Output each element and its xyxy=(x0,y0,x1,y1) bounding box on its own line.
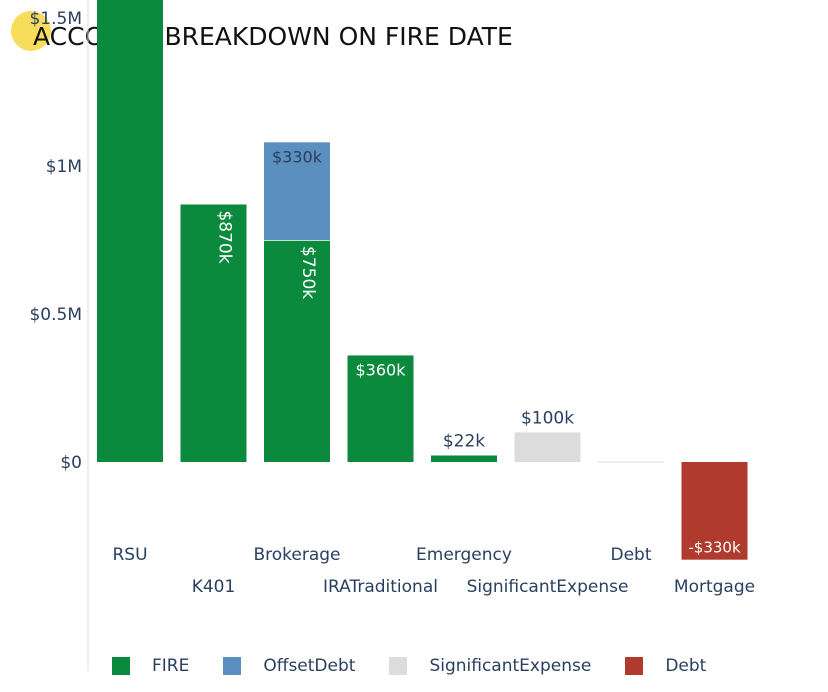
data-label: -$330k xyxy=(688,539,741,557)
y-tick-label: $1M xyxy=(46,157,82,177)
legend-item-significantexpense[interactable]: SignificantExpense xyxy=(389,656,591,676)
x-tick-label: K401 xyxy=(192,577,236,597)
cursor-highlight xyxy=(11,11,51,51)
y-tick-label: $0 xyxy=(60,453,82,473)
bar-fire-iratraditional xyxy=(347,355,414,462)
legend-swatch xyxy=(112,657,130,675)
legend-item-debt[interactable]: Debt xyxy=(625,656,706,676)
x-tick-label: SignificantExpense xyxy=(467,577,629,597)
bar-offsetdebt-brokerage xyxy=(264,142,330,240)
bar-fire-emergency xyxy=(431,455,497,462)
bar-debt-mortgage xyxy=(681,462,748,560)
bar-fire-brokerage xyxy=(264,240,330,462)
legend: FIRE OffsetDebt SignificantExpense Debt xyxy=(112,656,740,676)
data-label: $870k xyxy=(215,210,235,263)
x-tick-label: RSU xyxy=(112,545,147,565)
x-tick-label: Emergency xyxy=(416,545,512,565)
data-label: $100k xyxy=(521,408,574,428)
legend-swatch xyxy=(389,657,408,675)
legend-label: OffsetDebt xyxy=(263,656,356,676)
x-tick-label: Debt xyxy=(610,545,651,565)
bar-fire-rsu xyxy=(97,0,163,463)
data-label: $360k xyxy=(356,360,407,379)
legend-label: SignificantExpense xyxy=(429,656,592,676)
legend-item-fire[interactable]: FIRE xyxy=(112,656,189,676)
data-label: $22k xyxy=(443,431,485,451)
legend-swatch xyxy=(625,657,644,675)
legend-item-offsetdebt[interactable]: OffsetDebt xyxy=(223,656,355,676)
bar-fire-k401 xyxy=(180,204,247,463)
legend-swatch xyxy=(223,657,242,675)
y-tick-label: $0.5M xyxy=(29,305,82,325)
data-label: $750k xyxy=(298,246,318,299)
x-tick-label: Brokerage xyxy=(253,545,340,565)
x-tick-label: IRATraditional xyxy=(323,577,438,597)
legend-label: FIRE xyxy=(152,656,190,676)
x-tick-label: Mortgage xyxy=(674,577,755,597)
data-label: $330k xyxy=(272,147,323,166)
legend-label: Debt xyxy=(665,656,707,676)
y-tick-label: $1.5M xyxy=(29,9,82,29)
bar-significantexpense-significantexpense xyxy=(514,432,581,462)
